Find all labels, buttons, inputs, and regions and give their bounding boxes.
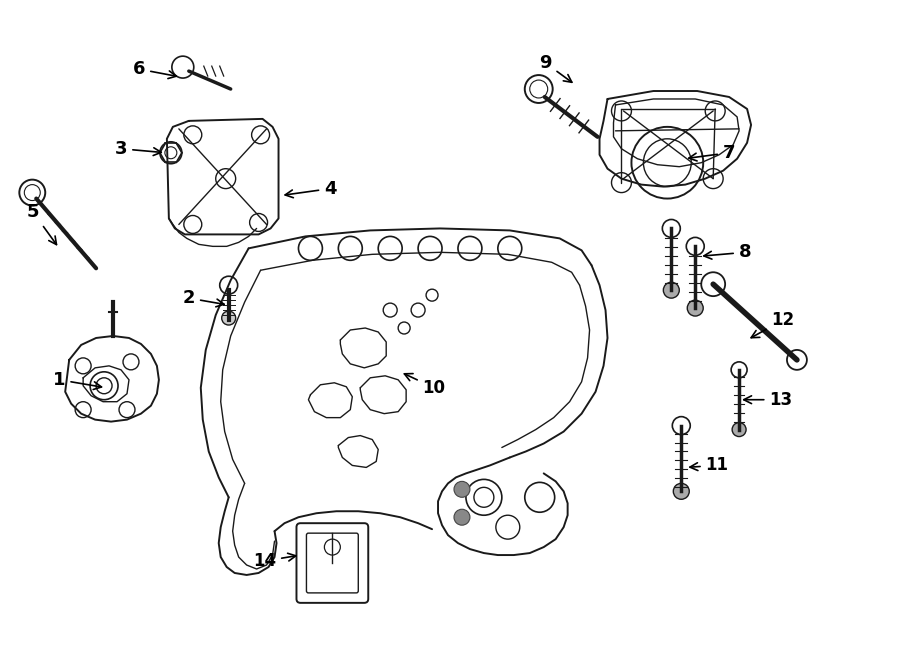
Text: 12: 12 (752, 311, 795, 338)
Circle shape (673, 483, 689, 499)
Text: 11: 11 (690, 456, 729, 475)
Circle shape (688, 300, 703, 316)
Text: 5: 5 (27, 203, 57, 244)
Text: 9: 9 (539, 54, 572, 82)
Text: 1: 1 (53, 371, 102, 389)
Circle shape (221, 311, 236, 325)
Text: 8: 8 (704, 244, 752, 261)
Text: 4: 4 (285, 179, 337, 198)
Circle shape (732, 422, 746, 436)
Text: 3: 3 (115, 140, 161, 158)
Text: 10: 10 (404, 373, 446, 397)
Circle shape (454, 481, 470, 497)
Text: 6: 6 (132, 60, 176, 79)
Text: 7: 7 (688, 144, 735, 162)
Text: 13: 13 (743, 391, 793, 408)
Text: 14: 14 (253, 552, 296, 570)
Circle shape (454, 509, 470, 525)
Text: 2: 2 (183, 289, 224, 307)
Circle shape (663, 282, 680, 298)
